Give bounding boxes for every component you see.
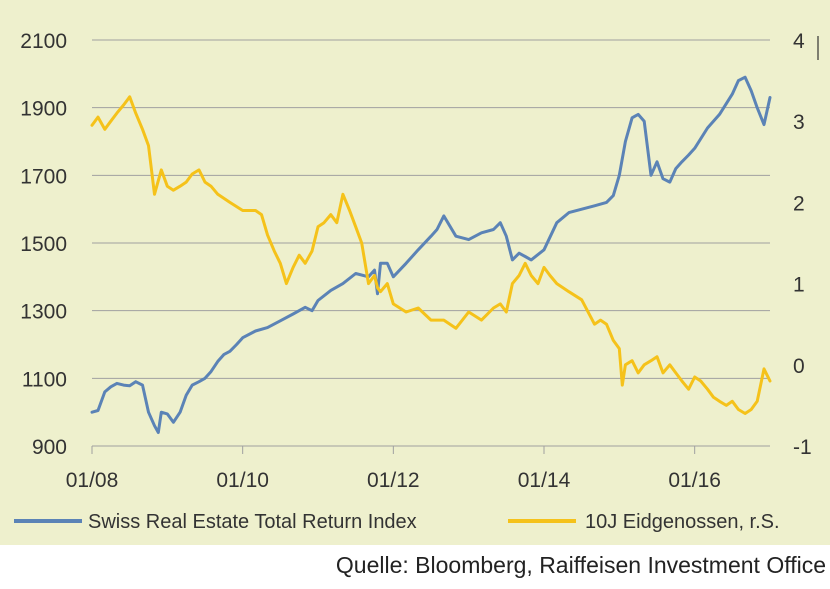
x-tick-label: 01/12 xyxy=(367,469,420,492)
y-right-tick-label: 1 xyxy=(793,274,805,297)
x-tick-label: 01/16 xyxy=(668,469,721,492)
y-left-tick-label: 1100 xyxy=(22,368,67,391)
legend-label: Swiss Real Estate Total Return Index xyxy=(88,511,417,533)
right-y-axis: 4 3 2 1 0 -1 xyxy=(793,30,812,459)
y-right-tick-label: -1 xyxy=(793,436,812,459)
series-line-2 xyxy=(90,95,772,415)
series-line-1 xyxy=(90,75,772,434)
legend: Swiss Real Estate Total Return Index 10J … xyxy=(14,511,780,533)
x-tick-label: 01/14 xyxy=(518,469,571,492)
x-axis: 01/08 01/10 01/12 01/14 01/16 xyxy=(66,469,721,492)
y-left-tick-label: 1700 xyxy=(20,165,67,188)
y-left-tick-label: 900 xyxy=(32,436,67,459)
left-y-axis: 2100 1900 1700 1500 1300 1100 900 xyxy=(20,30,67,459)
source-note: Quelle: Bloomberg, Raiffeisen Investment… xyxy=(335,552,826,578)
chart-panel: 2100 1900 1700 1500 1300 1100 900 4 3 2 1 0 -1 01/0… xyxy=(0,0,830,545)
line-chart: 2100 1900 1700 1500 1300 1100 900 4 3 2 1 0 -1 01/0… xyxy=(14,30,819,533)
series-lines xyxy=(90,75,772,434)
y-right-tick-label: 3 xyxy=(793,111,805,134)
x-tick-label: 01/10 xyxy=(216,469,269,492)
y-left-tick-label: 1300 xyxy=(20,301,67,324)
y-left-tick-label: 1500 xyxy=(20,233,67,256)
y-right-tick-label: 2 xyxy=(793,192,805,215)
y-right-tick-label: 0 xyxy=(793,355,805,378)
y-right-tick-label: 4 xyxy=(793,30,805,53)
legend-label: 10J Eidgenossen, r.S. xyxy=(585,511,780,533)
x-tick-label: 01/08 xyxy=(66,469,119,492)
y-left-tick-label: 1900 xyxy=(20,98,67,121)
y-left-tick-label: 2100 xyxy=(20,30,67,53)
grid-lines xyxy=(91,39,770,454)
